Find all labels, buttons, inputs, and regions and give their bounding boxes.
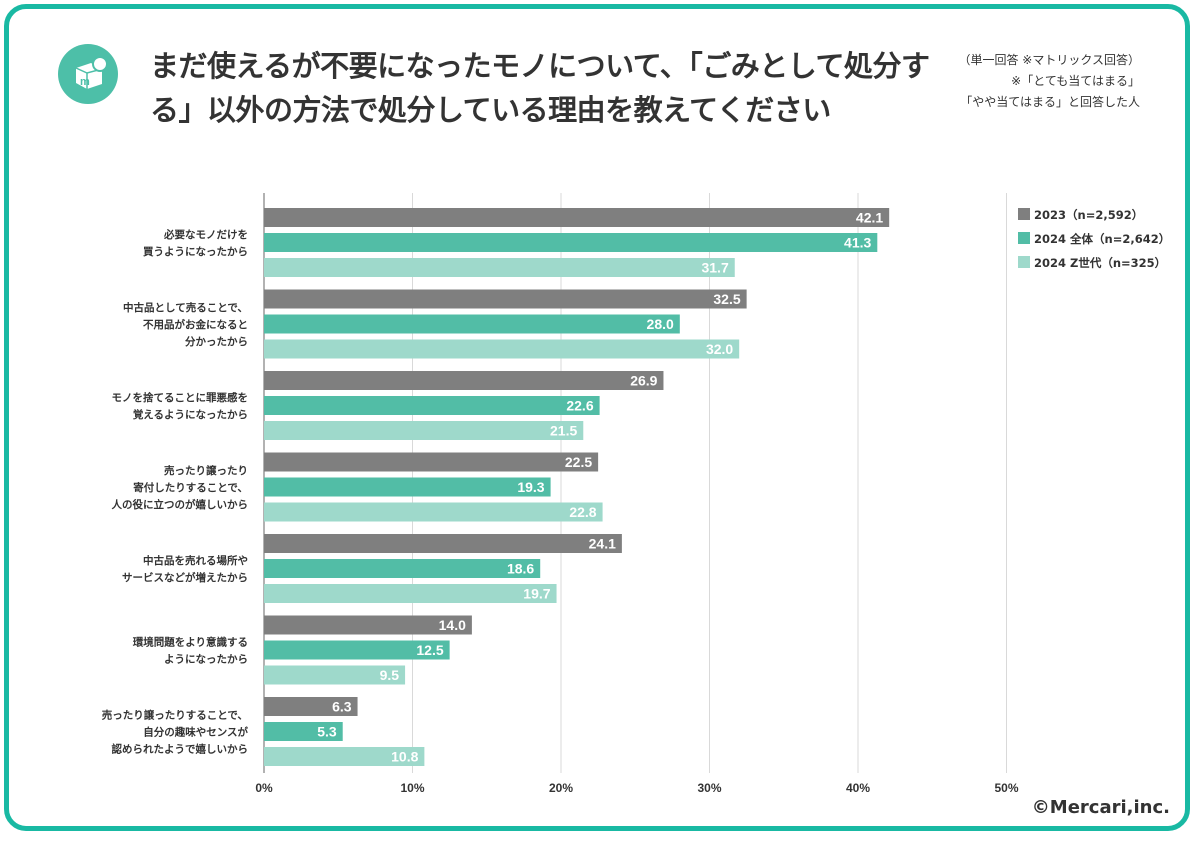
mercari-logo-icon: m — [58, 44, 118, 104]
bar-value-label: 22.6 — [566, 398, 593, 414]
bar — [264, 697, 358, 716]
legend-swatch — [1018, 208, 1030, 220]
bar — [264, 339, 740, 359]
category-label: ようになったから — [164, 654, 248, 666]
legend-swatch — [1018, 232, 1030, 244]
bar — [264, 477, 551, 497]
bar — [264, 747, 425, 766]
x-tick-label: 0% — [255, 781, 273, 795]
bar — [264, 289, 747, 309]
note-line-1: （単一回答 ※マトリックス回答） — [958, 53, 1140, 67]
category-label: 売ったり譲ったり — [164, 464, 248, 477]
bar-value-label: 6.3 — [332, 699, 352, 715]
bar — [264, 452, 599, 472]
bar-value-label: 9.5 — [380, 667, 400, 683]
bar-value-label: 42.1 — [856, 210, 883, 226]
category-label: 売ったり譲ったりすることで、 — [102, 709, 248, 722]
bar-value-label: 28.0 — [647, 316, 674, 332]
bar-value-label: 5.3 — [317, 724, 337, 740]
bar-value-label: 24.1 — [589, 536, 616, 552]
bar-value-label: 41.3 — [844, 235, 871, 251]
bar-value-label: 10.8 — [391, 749, 418, 765]
x-tick-label: 30% — [697, 781, 721, 795]
svg-text:m: m — [80, 76, 90, 88]
category-label: 自分の趣味やセンスが — [143, 726, 248, 739]
bar-value-label: 14.0 — [439, 617, 466, 633]
bar-value-label: 22.8 — [569, 504, 596, 520]
bar-value-label: 19.7 — [523, 586, 550, 602]
bar — [264, 502, 603, 522]
bar — [264, 534, 622, 553]
category-label: 人の役に立つのが嬉しいから — [112, 498, 249, 511]
bar — [264, 208, 890, 227]
bar — [264, 640, 450, 660]
category-label: 必要なモノだけを — [163, 228, 248, 241]
note-line-3: 「やや当てはまる」と回答した人 — [960, 95, 1140, 109]
bar-value-label: 19.3 — [517, 479, 544, 495]
bar-value-label: 32.5 — [713, 291, 740, 307]
bar-value-label: 26.9 — [630, 373, 657, 389]
legend-label: 2024 全体（n=2,642） — [1034, 232, 1170, 246]
category-label: サービスなどが増えたから — [122, 571, 248, 584]
bar — [264, 233, 878, 252]
category-label: 中古品を売れる場所や — [143, 554, 248, 567]
bar — [264, 722, 343, 741]
x-tick-label: 10% — [400, 781, 424, 795]
copyright-credit: ©Mercari,inc. — [1031, 797, 1170, 818]
survey-note: （単一回答 ※マトリックス回答） ※「とても当てはまる」 「やや当てはまる」と回… — [958, 50, 1140, 113]
category-label: 認められたようで嬉しいから — [112, 743, 249, 756]
chart-title: まだ使えるが不要になったモノについて、「ごみとして処分する」以外の方法で処分して… — [150, 49, 930, 127]
bar-value-label: 21.5 — [550, 423, 577, 439]
bar — [264, 559, 541, 578]
x-tick-label: 20% — [549, 781, 573, 795]
category-label: 分かったから — [185, 335, 248, 348]
x-tick-label: 50% — [994, 781, 1018, 795]
category-label: 不用品がお金になると — [143, 318, 248, 331]
bar-value-label: 31.7 — [701, 260, 728, 276]
bar — [264, 371, 664, 390]
category-label: モノを捨てることに罪悪感を — [112, 391, 249, 404]
bar-value-label: 18.6 — [507, 561, 534, 577]
bar-value-label: 12.5 — [416, 642, 443, 658]
legend-swatch — [1018, 256, 1030, 268]
legend-label: 2023（n=2,592） — [1034, 208, 1143, 222]
category-label: 環境問題をより意識する — [133, 636, 248, 649]
category-label: 買うようになったから — [143, 246, 248, 258]
card-frame — [4, 4, 1190, 831]
x-tick-label: 40% — [846, 781, 870, 795]
bar — [264, 314, 680, 334]
category-label: 寄付したりすることで、 — [133, 481, 248, 494]
bar — [264, 258, 735, 277]
bar — [264, 421, 584, 440]
bar — [264, 584, 557, 603]
bar — [264, 665, 406, 685]
category-label: 覚えるようになったから — [133, 408, 248, 421]
bar — [264, 396, 600, 415]
note-line-2: ※「とても当てはまる」 — [1011, 74, 1140, 88]
legend-label: 2024 Z世代（n=325） — [1034, 256, 1166, 270]
bar-value-label: 22.5 — [565, 454, 592, 470]
category-label: 中古品として売ることで、 — [123, 301, 248, 314]
bar — [264, 615, 472, 635]
bar-value-label: 32.0 — [706, 341, 733, 357]
